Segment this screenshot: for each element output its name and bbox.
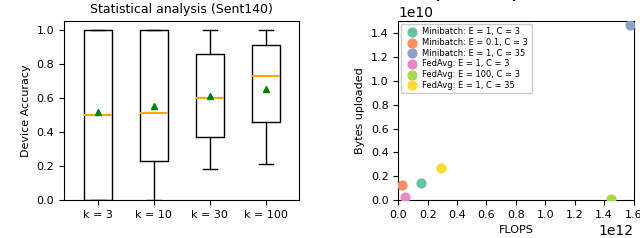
Minibatch: E = 1, C = 3: (1.55e+11, 1.42e+09): E = 1, C = 3: (1.55e+11, 1.42e+09) xyxy=(416,181,426,185)
Y-axis label: Bytes uploaded: Bytes uploaded xyxy=(355,67,365,154)
Title: Systems analysis (FEMNIST): Systems analysis (FEMNIST) xyxy=(428,0,604,1)
Title: Statistical analysis (Sent140): Statistical analysis (Sent140) xyxy=(90,3,273,16)
X-axis label: FLOPS: FLOPS xyxy=(499,225,533,235)
Legend: Minibatch: E = 1, C = 3, Minibatch: E = 0.1, C = 3, Minibatch: E = 1, C = 35, Fe: Minibatch: E = 1, C = 3, Minibatch: E = … xyxy=(401,24,532,93)
FedAvg: E = 1, C = 3: (4.8e+10, 2.2e+08): E = 1, C = 3: (4.8e+10, 2.2e+08) xyxy=(400,195,410,199)
Y-axis label: Device Accuracy: Device Accuracy xyxy=(21,64,31,157)
FedAvg: E = 1, C = 35: (2.9e+11, 2.72e+09): E = 1, C = 35: (2.9e+11, 2.72e+09) xyxy=(436,166,446,169)
Minibatch: E = 1, C = 35: (1.58e+12, 1.47e+10): E = 1, C = 35: (1.58e+12, 1.47e+10) xyxy=(625,23,635,27)
FedAvg: E = 100, C = 3: (1.44e+12, 1e+08): E = 100, C = 3: (1.44e+12, 1e+08) xyxy=(605,197,616,201)
Minibatch: E = 0.1, C = 3: (2.8e+10, 1.22e+09): E = 0.1, C = 3: (2.8e+10, 1.22e+09) xyxy=(397,183,408,187)
